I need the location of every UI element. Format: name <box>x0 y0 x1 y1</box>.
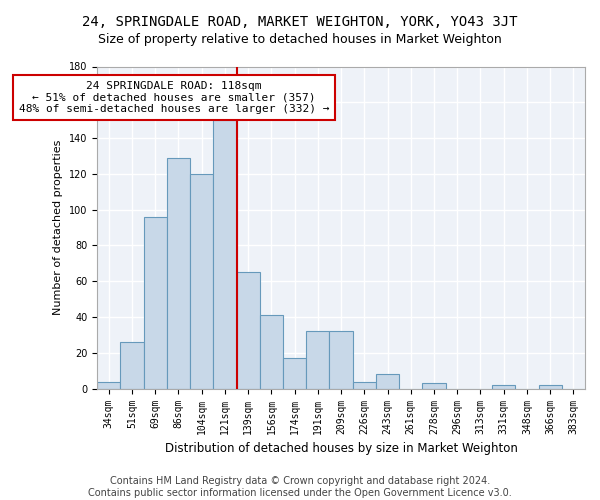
Bar <box>353 382 376 388</box>
Bar <box>306 332 329 388</box>
Bar <box>539 385 562 388</box>
X-axis label: Distribution of detached houses by size in Market Weighton: Distribution of detached houses by size … <box>164 442 518 455</box>
Bar <box>190 174 214 388</box>
Bar <box>260 316 283 388</box>
Bar <box>329 332 353 388</box>
Bar <box>143 217 167 388</box>
Text: 24 SPRINGDALE ROAD: 118sqm
← 51% of detached houses are smaller (357)
48% of sem: 24 SPRINGDALE ROAD: 118sqm ← 51% of deta… <box>19 81 329 114</box>
Text: 24, SPRINGDALE ROAD, MARKET WEIGHTON, YORK, YO43 3JT: 24, SPRINGDALE ROAD, MARKET WEIGHTON, YO… <box>82 15 518 29</box>
Bar <box>376 374 399 388</box>
Bar <box>214 120 236 388</box>
Bar <box>422 384 446 388</box>
Bar <box>121 342 143 388</box>
Bar <box>97 382 121 388</box>
Text: Contains HM Land Registry data © Crown copyright and database right 2024.
Contai: Contains HM Land Registry data © Crown c… <box>88 476 512 498</box>
Y-axis label: Number of detached properties: Number of detached properties <box>53 140 64 316</box>
Bar <box>236 272 260 388</box>
Bar <box>283 358 306 388</box>
Text: Size of property relative to detached houses in Market Weighton: Size of property relative to detached ho… <box>98 32 502 46</box>
Bar <box>492 385 515 388</box>
Bar <box>167 158 190 388</box>
